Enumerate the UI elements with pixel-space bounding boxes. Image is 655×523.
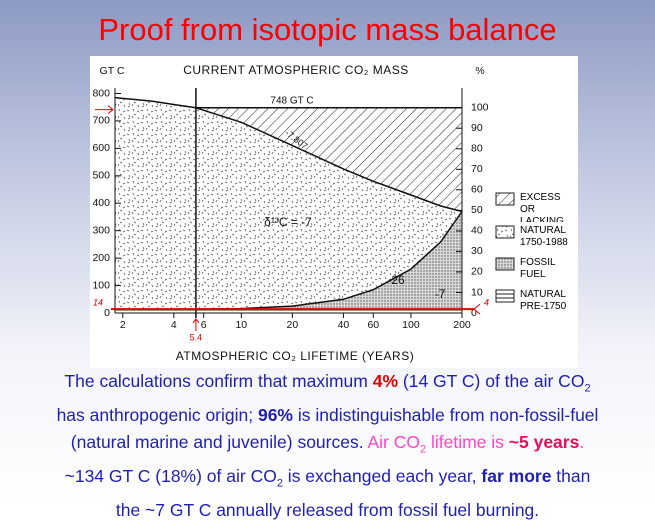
x-tick-label: 60	[367, 319, 379, 331]
annotation: -7	[435, 287, 446, 301]
x-tick-label: 100	[402, 319, 420, 331]
body-text: The calculations confirm that maximum 4%…	[0, 368, 655, 523]
text-segment: 2	[584, 383, 590, 395]
legend-swatch	[496, 258, 514, 270]
legend-label: EXCESS OR LACKING	[520, 192, 576, 222]
y-tick-label: 700	[92, 115, 110, 127]
slide-title: Proof from isotopic mass balance	[0, 12, 655, 48]
y2-tick-label: 50	[471, 204, 483, 216]
y-tick-label: 600	[92, 142, 110, 154]
legend-swatch	[496, 226, 514, 238]
y-tick-label: 200	[92, 252, 110, 264]
annotation: -26	[387, 273, 405, 287]
annotation: δ¹³C = -7	[264, 215, 312, 229]
y-tick-label: 500	[92, 170, 110, 182]
legend-swatch	[496, 193, 514, 205]
x-tick-label: 2	[120, 319, 126, 331]
body-line: the ~7 GT C annually released from fossi…	[0, 497, 655, 523]
legend-swatch	[496, 290, 514, 302]
y2-tick-label: 20	[471, 266, 483, 278]
y-axis-title: GT C	[100, 65, 125, 77]
y-tick-label: 800	[92, 87, 110, 99]
text-segment: The calculations confirm that maximum	[64, 371, 372, 391]
text-segment: is indistinguishable from non-fossil-fue…	[293, 405, 598, 425]
body-line: The calculations confirm that maximum 4%…	[0, 368, 655, 402]
y2-tick-label: 10	[471, 286, 483, 298]
y2-tick-label: 80	[471, 143, 483, 155]
y2-tick-label: 40	[471, 225, 483, 237]
text-segment: than	[551, 466, 590, 486]
anthropogenic-label: 14	[93, 298, 103, 308]
chart-title: CURRENT ATMOSPHERIC CO₂ MASS	[183, 63, 409, 77]
text-segment: far more	[481, 466, 551, 486]
y2-tick-label: 100	[471, 101, 489, 113]
text-segment: .	[579, 432, 584, 452]
text-segment: Air CO	[367, 432, 420, 452]
annotation: 748 GT C	[270, 96, 313, 107]
x-axis-title: ATMOSPHERIC CO₂ LIFETIME (YEARS)	[176, 349, 414, 363]
y-tick-label: 100	[92, 279, 110, 291]
text-segment: (natural marine and juvenile) sources.	[71, 432, 368, 452]
body-line: (natural marine and juvenile) sources. A…	[0, 429, 655, 463]
y2-tick-label: 70	[471, 163, 483, 175]
x-tick-label: 10	[235, 319, 247, 331]
y2-tick-label: 30	[471, 245, 483, 257]
body-line: ~134 GT C (18%) of air CO2 is exchanged …	[0, 463, 655, 497]
x-tick-label: 20	[287, 319, 299, 331]
slide: Proof from isotopic mass balance GT C CU…	[0, 0, 655, 504]
legend-label: FOSSIL FUEL	[520, 257, 576, 287]
y-tick-label: 0	[104, 307, 110, 319]
text-segment: ~134 GT C (18%) of air CO	[65, 466, 277, 486]
lifetime-label: 5.4	[190, 332, 203, 342]
text-segment: (14 GT C) of the air CO	[398, 371, 584, 391]
x-tick-label: 6	[201, 319, 207, 331]
y-tick-label: 400	[92, 197, 110, 209]
body-line: has anthropogenic origin; 96% is indisti…	[0, 402, 655, 429]
text-segment: 4%	[373, 371, 398, 391]
chart: GT C CURRENT ATMOSPHERIC CO₂ MASS % ATMO…	[90, 56, 578, 368]
text-segment: the ~7 GT C annually released from fossi…	[116, 500, 539, 520]
legend-label: NATURAL PRE-1750	[520, 289, 576, 319]
x-tick-label: 4	[171, 319, 177, 331]
text-segment: is exchanged each year,	[283, 466, 481, 486]
x-tick-label: 40	[338, 319, 350, 331]
y2-tick-label: 90	[471, 122, 483, 134]
y2-axis-title: %	[475, 65, 484, 77]
text-segment: lifetime is	[426, 432, 509, 452]
y-tick-label: 300	[92, 224, 110, 236]
text-segment: has anthropogenic origin;	[57, 405, 258, 425]
legend-label: NATURAL 1750-1988	[520, 225, 576, 255]
x-tick-label: 200	[453, 319, 471, 331]
anthropogenic-pct-label: 4	[484, 298, 489, 308]
text-segment: 96%	[258, 405, 293, 425]
y2-tick-label: 60	[471, 184, 483, 196]
text-segment: ~5 years	[509, 432, 580, 452]
